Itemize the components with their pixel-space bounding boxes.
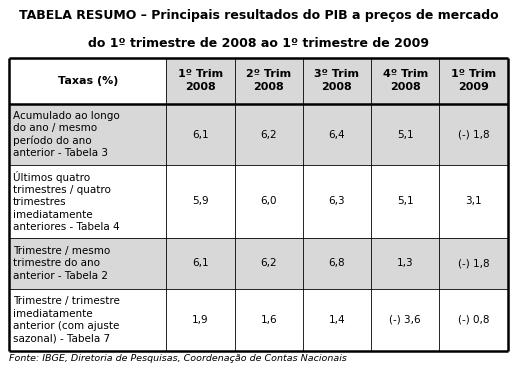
Bar <box>166 58 235 104</box>
Text: (-) 3,6: (-) 3,6 <box>389 315 421 325</box>
Text: Trimestre / mesmo
trimestre do ano
anterior - Tabela 2: Trimestre / mesmo trimestre do ano anter… <box>13 246 110 281</box>
Text: 1,9: 1,9 <box>192 315 209 325</box>
Text: Fonte: IBGE, Diretoria de Pesquisas, Coordenação de Contas Nacionais: Fonte: IBGE, Diretoria de Pesquisas, Coo… <box>9 354 347 362</box>
Bar <box>9 104 508 165</box>
Bar <box>9 238 508 289</box>
Text: (-) 1,8: (-) 1,8 <box>458 259 490 269</box>
Text: 6,3: 6,3 <box>329 197 345 206</box>
Text: Últimos quatro
trimestres / quatro
trimestres
imediatamente
anteriores - Tabela : Últimos quatro trimestres / quatro trime… <box>13 171 119 232</box>
Text: 3,1: 3,1 <box>465 197 482 206</box>
Text: 6,8: 6,8 <box>329 259 345 269</box>
Text: 6,1: 6,1 <box>192 259 209 269</box>
Text: 6,4: 6,4 <box>329 129 345 139</box>
Text: 1,4: 1,4 <box>329 315 345 325</box>
Text: Acumulado ao longo
do ano / mesmo
período do ano
anterior - Tabela 3: Acumulado ao longo do ano / mesmo períod… <box>13 111 119 158</box>
Bar <box>303 58 371 104</box>
Text: 6,0: 6,0 <box>261 197 277 206</box>
Text: 5,1: 5,1 <box>397 129 414 139</box>
Text: 3º Trim
2008: 3º Trim 2008 <box>314 69 359 92</box>
Text: 1,6: 1,6 <box>261 315 277 325</box>
Text: 1º Trim
2008: 1º Trim 2008 <box>178 69 223 92</box>
Bar <box>235 58 303 104</box>
Text: Trimestre / trimestre
imediatamente
anterior (com ajuste
sazonal) - Tabela 7: Trimestre / trimestre imediatamente ante… <box>13 296 120 344</box>
Bar <box>439 58 508 104</box>
Text: do 1º trimestre de 2008 ao 1º trimestre de 2009: do 1º trimestre de 2008 ao 1º trimestre … <box>88 37 429 50</box>
Text: 2º Trim
2008: 2º Trim 2008 <box>246 69 291 92</box>
Text: 1º Trim
2009: 1º Trim 2009 <box>451 69 496 92</box>
Text: 6,1: 6,1 <box>192 129 209 139</box>
Text: Taxas (%): Taxas (%) <box>57 76 118 86</box>
Text: 5,1: 5,1 <box>397 197 414 206</box>
Text: 4º Trim
2008: 4º Trim 2008 <box>383 69 428 92</box>
Text: 6,2: 6,2 <box>261 129 277 139</box>
Text: TABELA RESUMO – Principais resultados do PIB a preços de mercado: TABELA RESUMO – Principais resultados do… <box>19 9 498 22</box>
Text: 5,9: 5,9 <box>192 197 209 206</box>
Text: (-) 1,8: (-) 1,8 <box>458 129 490 139</box>
Bar <box>371 58 439 104</box>
Text: (-) 0,8: (-) 0,8 <box>458 315 489 325</box>
Text: 6,2: 6,2 <box>261 259 277 269</box>
Text: 1,3: 1,3 <box>397 259 414 269</box>
